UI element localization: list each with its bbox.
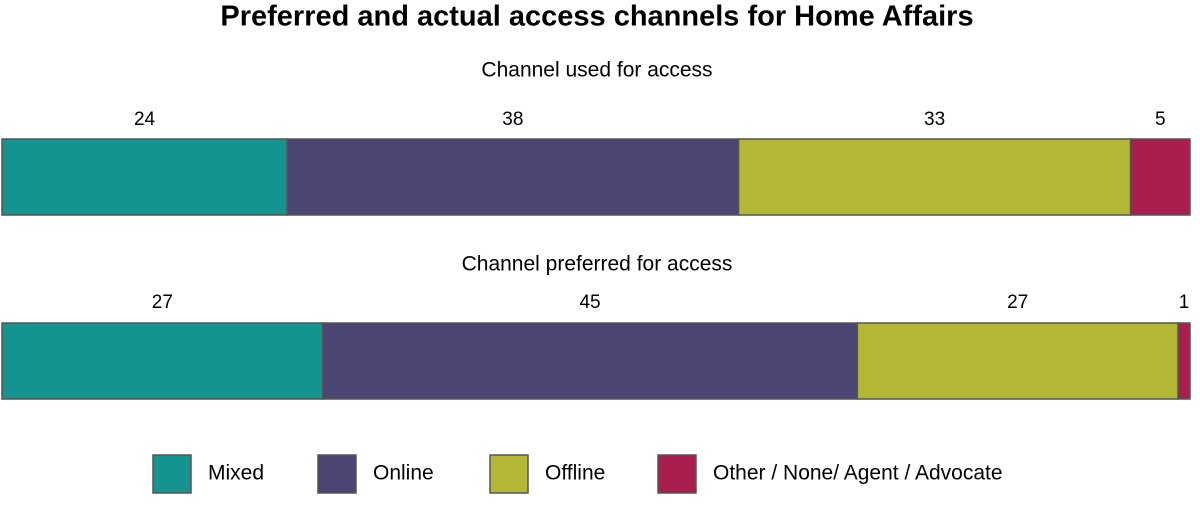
bar-segment bbox=[1177, 322, 1191, 400]
data-label: 24 bbox=[134, 109, 156, 130]
legend-swatch bbox=[317, 454, 357, 494]
data-label: 5 bbox=[1155, 109, 1166, 130]
chart-title: Preferred and actual access channels for… bbox=[220, 1, 973, 33]
data-label: 27 bbox=[1007, 292, 1028, 313]
legend-label: Mixed bbox=[208, 462, 264, 485]
bar-segment bbox=[1, 322, 324, 400]
data-label: 1 bbox=[1179, 292, 1190, 313]
bar-subtitle: Channel used for access bbox=[481, 59, 712, 82]
data-label: 38 bbox=[502, 109, 523, 130]
bar-segment bbox=[322, 322, 859, 400]
bar-segment bbox=[737, 138, 1132, 216]
bar-segment bbox=[1129, 138, 1191, 216]
legend-swatch bbox=[657, 454, 697, 494]
bar-segment bbox=[1, 138, 288, 216]
data-label: 33 bbox=[924, 109, 945, 130]
legend-label: Other / None/ Agent / Advocate bbox=[713, 462, 1003, 485]
bar-subtitle: Channel preferred for access bbox=[462, 253, 733, 276]
legend-label: Offline bbox=[545, 462, 605, 485]
legend-swatch bbox=[152, 454, 192, 494]
legend-swatch bbox=[489, 454, 529, 494]
data-label: 45 bbox=[579, 292, 600, 313]
bar-segment bbox=[856, 322, 1179, 400]
bar-segment bbox=[286, 138, 740, 216]
legend-label: Online bbox=[373, 462, 434, 485]
data-label: 27 bbox=[152, 292, 173, 313]
